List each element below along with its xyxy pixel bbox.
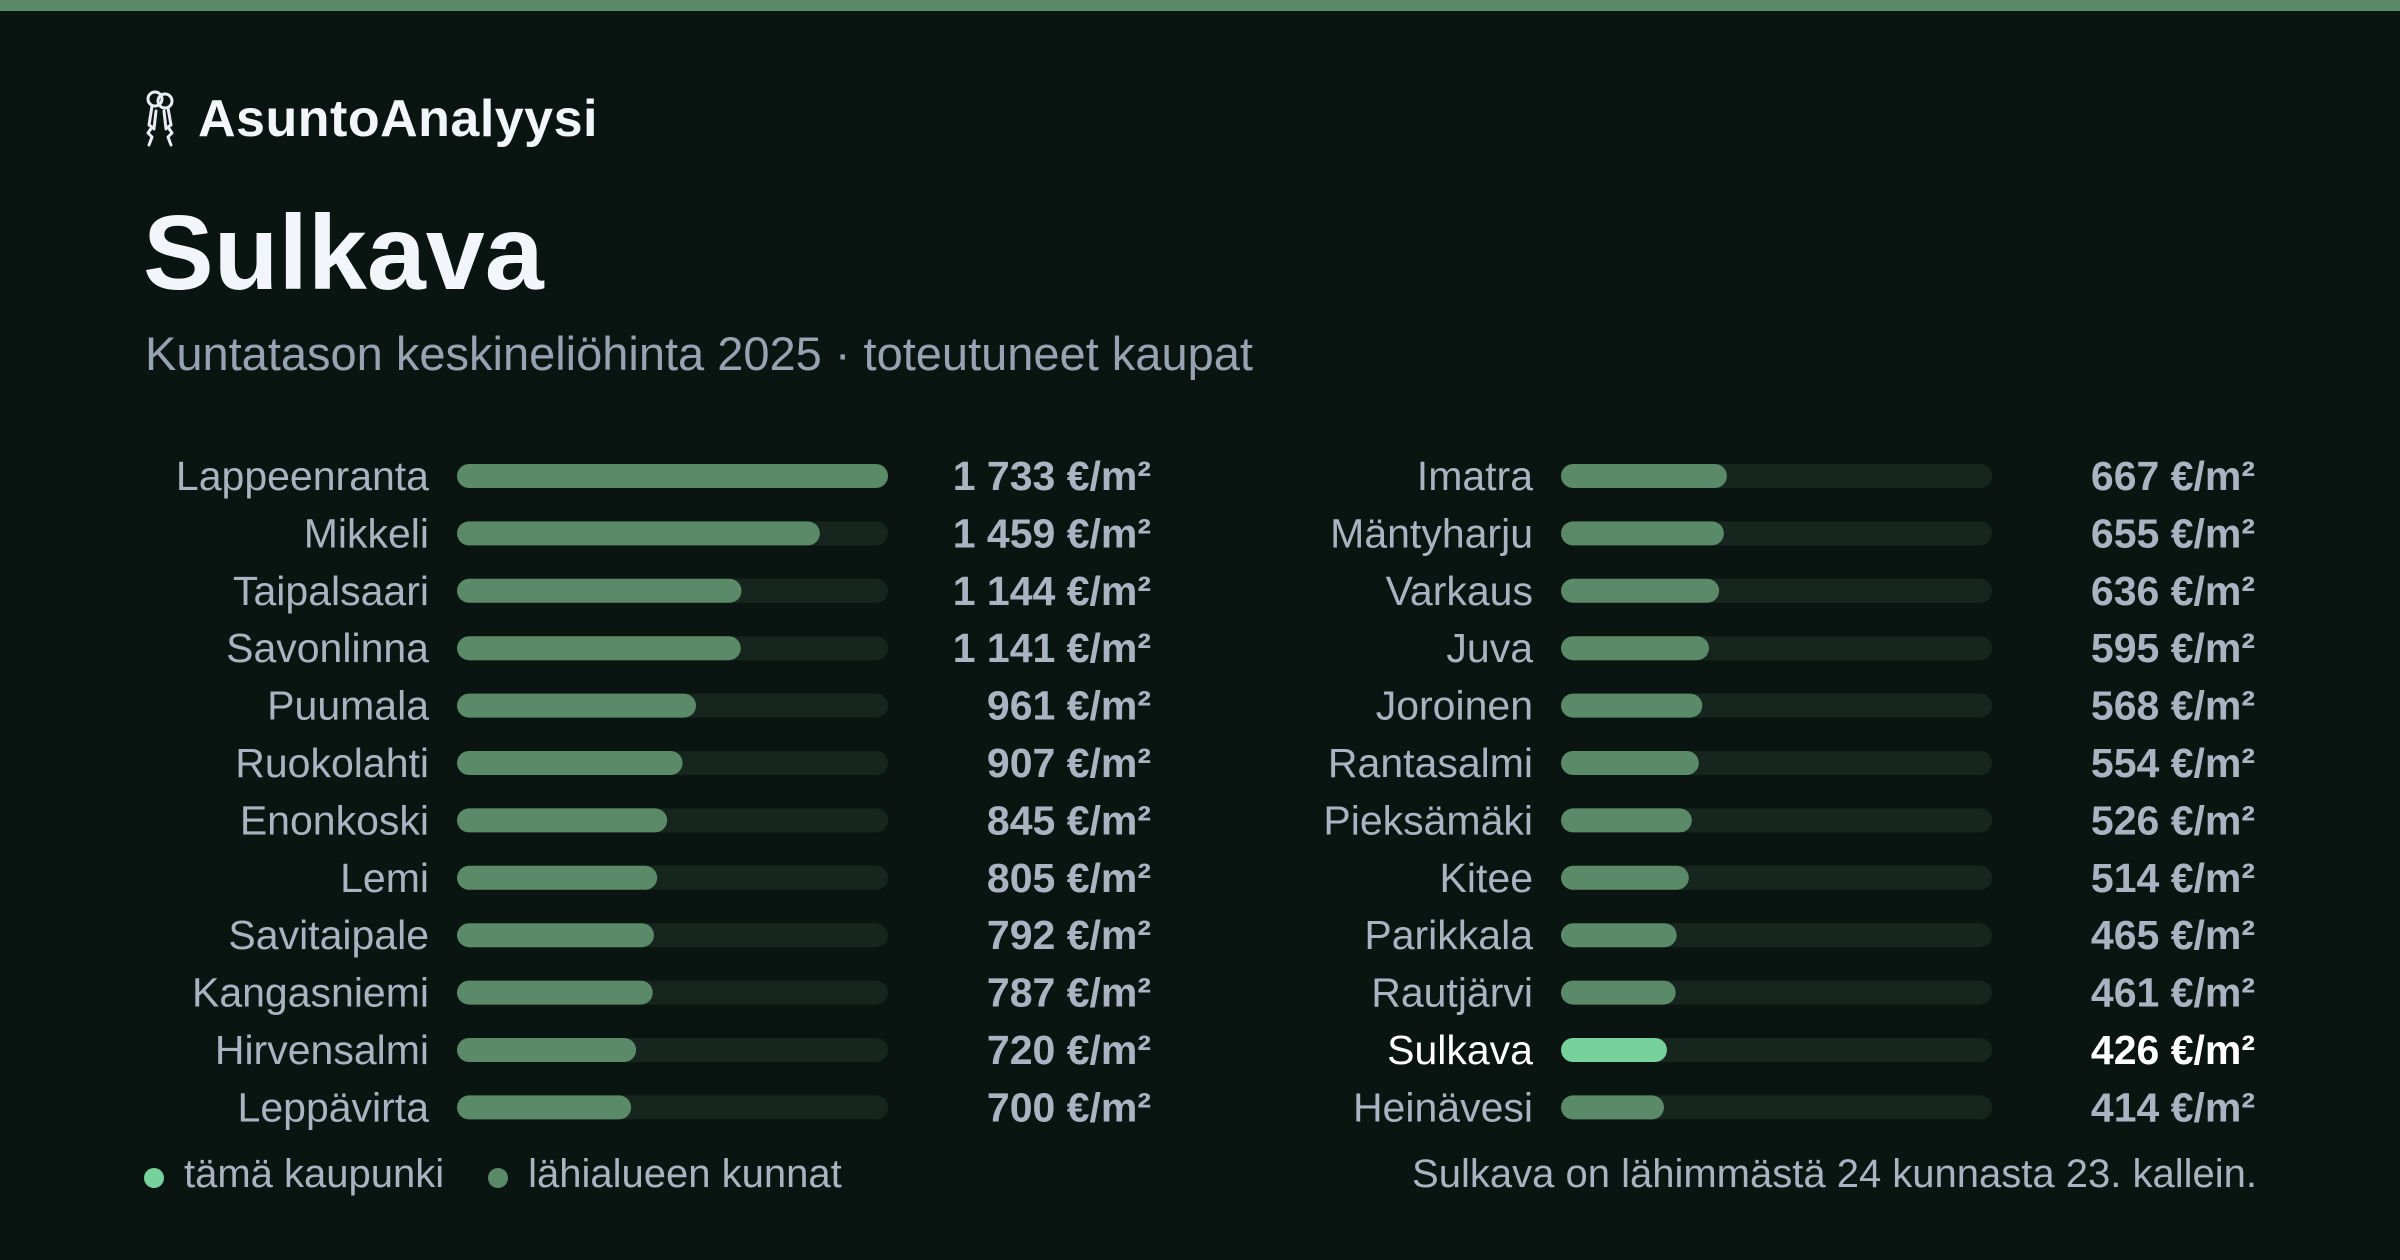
bar-value-savonlinna: 1 141 €/m² [953,625,1151,671]
bar-rantasalmi [1561,751,1699,775]
bar-kitee [1561,865,1689,890]
bar-value-pieksamaki: 526 €/m² [2091,797,2255,843]
legend-label-this-city: tämä kaupunki [184,1152,445,1196]
bar-kangasniemi [457,980,653,1005]
bar-value-heinavesi: 414 €/m² [2091,1084,2255,1130]
bar-parikkala [1561,923,1677,948]
legend-item-this-city: tämä kaupunki [144,1152,444,1197]
bar-leppavirta [457,1095,632,1120]
bar-hirvensalmi [457,1038,637,1062]
bar-value-joroinen: 568 €/m² [2091,683,2255,729]
bar-value-rantasalmi: 554 €/m² [2091,740,2255,786]
bar-joroinen [1561,693,1703,718]
bar-pieksamaki [1561,808,1692,833]
bar-label-savonlinna: Savonlinna [226,625,429,671]
bar-taipalsaari [457,578,742,603]
bar-value-ruokolahti: 907 €/m² [987,740,1151,786]
bar-value-mantyharju: 655 €/m² [2091,510,2255,556]
brand: AsuntoAnalyysi [142,86,598,152]
keys-icon [146,90,174,147]
bar-label-lemi: Lemi [340,855,429,901]
bar-puumala [457,693,697,718]
bar-sulkava [1561,1038,1667,1062]
bar-juva [1561,636,1709,661]
bar-label-heinavesi: Heinävesi [1353,1084,1533,1130]
rank-footnote: Sulkava on lähimmästä 24 kunnasta 23. ka… [1412,1152,2257,1196]
bar-value-juva: 595 €/m² [2091,625,2255,671]
legend-dot-this-city [144,1167,164,1188]
bar-label-kitee: Kitee [1440,855,1533,901]
bar-track-sulkava [1561,1038,1992,1062]
bar-label-hirvensalmi: Hirvensalmi [215,1027,429,1073]
bar-value-leppavirta: 700 €/m² [987,1084,1151,1130]
bar-mikkeli [457,521,820,546]
bar-value-puumala: 961 €/m² [987,683,1151,729]
bar-lemi [457,865,658,890]
bar-value-lappeenranta: 1 733 €/m² [953,453,1151,499]
bar-imatra [1561,464,1727,488]
bar-varkaus [1561,578,1720,603]
bar-label-pieksamaki: Pieksämäki [1323,797,1533,843]
bar-mantyharju [1561,521,1724,546]
bar-value-kangasniemi: 787 €/m² [987,970,1151,1016]
brand-name: AsuntoAnalyysi [198,90,598,148]
bar-enonkoski [457,808,668,833]
bar-savonlinna [457,636,741,661]
bar-value-rautjarvi: 461 €/m² [2091,970,2255,1016]
bar-lappeenranta [457,464,888,488]
bar-value-taipalsaari: 1 144 €/m² [953,568,1151,614]
bar-label-ruokolahti: Ruokolahti [235,740,429,786]
bar-value-parikkala: 465 €/m² [2091,912,2255,958]
bar-value-mikkeli: 1 459 €/m² [953,510,1151,556]
page-title: Sulkava [143,194,544,312]
bar-ruokolahti [457,751,683,775]
bar-label-mantyharju: Mäntyharju [1330,510,1533,556]
bar-value-enonkoski: 845 €/m² [987,797,1151,843]
bar-label-taipalsaari: Taipalsaari [233,568,429,614]
bar-label-puumala: Puumala [267,683,429,729]
bar-heinavesi [1561,1095,1664,1120]
bar-label-rautjarvi: Rautjärvi [1371,970,1533,1016]
bar-label-lappeenranta: Lappeenranta [176,453,429,499]
bar-value-lemi: 805 €/m² [987,855,1151,901]
bar-track-heinavesi [1561,1095,1992,1120]
bar-label-kangasniemi: Kangasniemi [192,970,429,1016]
bar-value-imatra: 667 €/m² [2091,453,2255,499]
bar-label-savitaipale: Savitaipale [228,912,429,958]
bar-label-leppavirta: Leppävirta [238,1084,430,1130]
bar-label-sulkava: Sulkava [1387,1027,1533,1073]
bar-value-sulkava: 426 €/m² [2091,1027,2255,1073]
page-subtitle: Kuntatason keskineliöhinta 2025 · toteut… [145,327,1253,380]
bar-label-rantasalmi: Rantasalmi [1328,740,1533,786]
bar-rautjarvi [1561,980,1676,1005]
bar-label-parikkala: Parikkala [1364,912,1533,958]
bar-label-mikkeli: Mikkeli [304,510,429,556]
bar-value-varkaus: 636 €/m² [2091,568,2255,614]
legend-item-nearby: lähialueen kunnat [488,1152,842,1197]
bar-label-joroinen: Joroinen [1376,683,1533,729]
bar-label-enonkoski: Enonkoski [240,797,429,843]
bar-label-juva: Juva [1446,625,1533,671]
bar-value-savitaipale: 792 €/m² [987,912,1151,958]
legend-dot-nearby [488,1167,509,1188]
bar-label-imatra: Imatra [1417,453,1533,499]
bar-value-hirvensalmi: 720 €/m² [987,1027,1151,1073]
bar-label-varkaus: Varkaus [1386,568,1533,614]
legend-label-nearby: lähialueen kunnat [528,1152,842,1196]
top-accent-bar [0,0,2400,11]
bar-savitaipale [457,923,654,948]
chart-legend: tämä kaupunki lähialueen kunnat [144,1152,886,1197]
bar-value-kitee: 514 €/m² [2091,855,2255,901]
